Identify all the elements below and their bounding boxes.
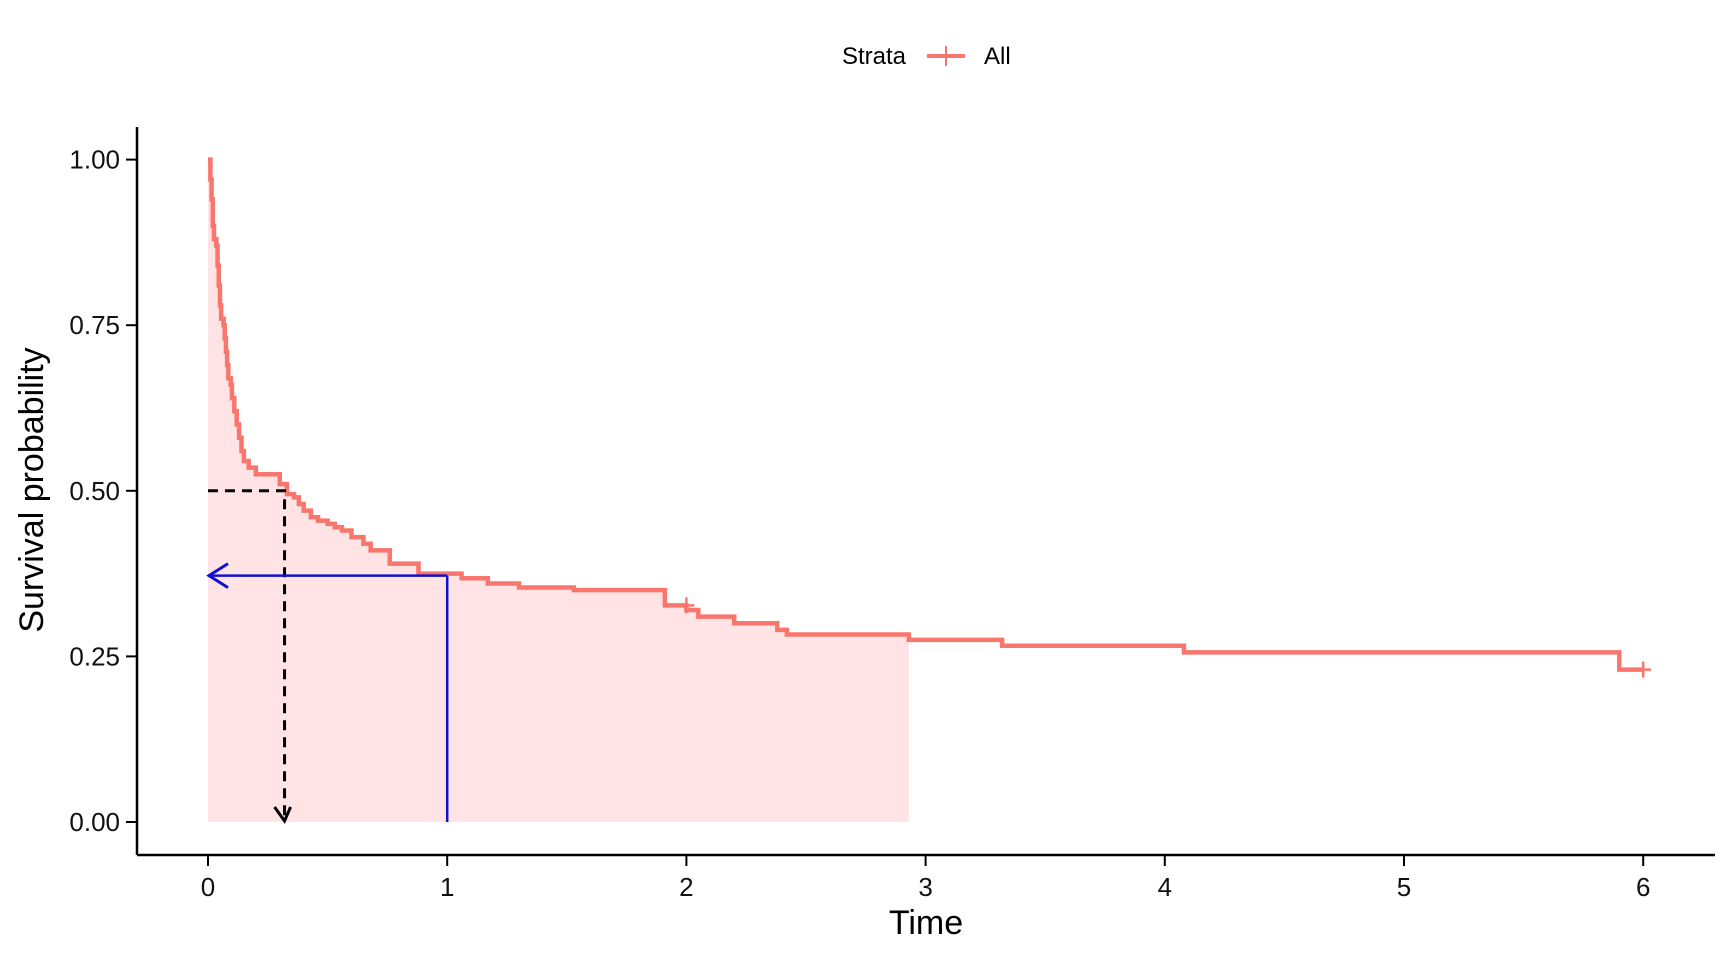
x-tick-label-0: 0 [201, 872, 215, 902]
median-guide-dashed [208, 489, 287, 818]
x-tick-label-4: 4 [1158, 872, 1172, 902]
annotations [206, 489, 449, 825]
survival-curve [208, 157, 1652, 678]
time-arrowhead [206, 562, 229, 589]
confidence-area [208, 159, 909, 823]
y-tick-label-1: 0.25 [69, 641, 120, 671]
legend: Strata All [842, 43, 1011, 70]
x-axis-title: Time [889, 904, 963, 942]
x-tick-label-2: 2 [679, 872, 693, 902]
y-tick-label-3: 0.75 [69, 310, 120, 340]
x-tick-label-3: 3 [918, 872, 932, 902]
y-tick-label-4: 1.00 [69, 145, 120, 175]
shaded-area [208, 159, 909, 823]
y-axis-title: Survival probability [13, 347, 51, 632]
censor-mark-1 [1635, 661, 1652, 678]
x-tick-label-5: 5 [1397, 872, 1411, 902]
x-tick-label-1: 1 [440, 872, 454, 902]
y-tick-label-0: 0.00 [69, 807, 120, 837]
censor-mark-0 [678, 597, 695, 614]
legend-title: Strata [842, 43, 907, 70]
x-ticks: 0 1 2 3 4 5 6 [201, 855, 1650, 902]
y-ticks: 0.00 0.25 0.50 0.75 1.00 [69, 145, 137, 837]
legend-entry-all: All [984, 43, 1011, 70]
y-tick-label-2: 0.50 [69, 476, 120, 506]
x-tick-label-6: 6 [1636, 872, 1650, 902]
median-guide-arrowhead [273, 806, 292, 825]
